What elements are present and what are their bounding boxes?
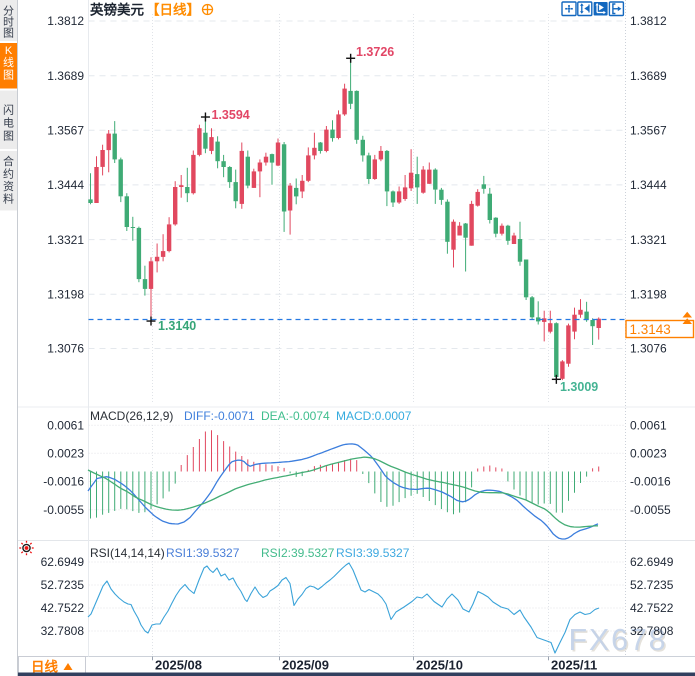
svg-text:1.3444: 1.3444	[630, 178, 667, 192]
svg-text:日线: 日线	[31, 659, 58, 675]
svg-text:2025/11: 2025/11	[551, 658, 597, 673]
svg-text:1.3140: 1.3140	[158, 319, 196, 333]
svg-text:0.0023: 0.0023	[630, 446, 667, 460]
svg-text:电: 电	[3, 117, 14, 130]
svg-text:RSI3:39.5327: RSI3:39.5327	[336, 546, 410, 560]
svg-text:1.3812: 1.3812	[47, 14, 84, 28]
svg-text:FX678: FX678	[569, 623, 668, 657]
svg-text:RSI(14,14,14): RSI(14,14,14)	[90, 546, 165, 560]
svg-text:1.3812: 1.3812	[630, 14, 667, 28]
svg-text:时: 时	[3, 16, 14, 29]
svg-text:1.3143: 1.3143	[630, 322, 671, 337]
svg-text:2025/10: 2025/10	[416, 658, 463, 673]
svg-text:42.7522: 42.7522	[41, 601, 85, 615]
svg-text:1.3076: 1.3076	[630, 342, 667, 356]
svg-text:闪: 闪	[3, 103, 14, 117]
svg-text:K: K	[5, 45, 13, 57]
svg-text:英镑美元: 英镑美元	[89, 2, 144, 18]
svg-text:1.3594: 1.3594	[212, 108, 250, 122]
svg-text:RSI1:39.5327: RSI1:39.5327	[166, 546, 240, 560]
svg-text:52.7235: 52.7235	[41, 578, 85, 592]
svg-text:-0.0016: -0.0016	[43, 475, 84, 489]
svg-text:32.7808: 32.7808	[630, 624, 674, 638]
svg-text:42.7522: 42.7522	[630, 601, 674, 615]
svg-text:资: 资	[3, 180, 14, 193]
svg-text:RSI2:39.5327: RSI2:39.5327	[261, 546, 335, 560]
svg-text:2025/08: 2025/08	[155, 658, 202, 673]
svg-text:MACD:0.0007: MACD:0.0007	[336, 409, 412, 423]
svg-text:DEA:-0.0074: DEA:-0.0074	[261, 409, 330, 423]
svg-text:2025/09: 2025/09	[282, 658, 329, 673]
svg-text:1.3567: 1.3567	[630, 124, 667, 138]
svg-text:-0.0016: -0.0016	[630, 475, 671, 489]
svg-text:1.3009: 1.3009	[560, 380, 598, 394]
svg-text:合: 合	[3, 154, 14, 168]
svg-text:【日线】: 【日线】	[146, 2, 200, 18]
svg-text:1.3198: 1.3198	[630, 287, 667, 301]
svg-text:0.0061: 0.0061	[47, 419, 84, 433]
svg-text:1.3321: 1.3321	[47, 233, 84, 247]
svg-text:-0.0055: -0.0055	[43, 503, 84, 517]
svg-text:1.3567: 1.3567	[47, 124, 84, 138]
svg-text:1.3076: 1.3076	[47, 342, 84, 356]
svg-text:1.3726: 1.3726	[356, 45, 394, 59]
svg-text:1.3198: 1.3198	[47, 287, 84, 301]
svg-text:1.3689: 1.3689	[47, 69, 84, 83]
svg-text:1.3444: 1.3444	[47, 178, 84, 192]
svg-text:MACD(26,12,9): MACD(26,12,9)	[90, 409, 173, 423]
svg-text:62.6949: 62.6949	[630, 555, 674, 569]
svg-text:62.6949: 62.6949	[41, 555, 85, 569]
svg-text:1.3321: 1.3321	[630, 233, 667, 247]
svg-text:FX678: FX678	[570, 625, 669, 659]
svg-text:图: 图	[3, 27, 14, 40]
svg-text:线: 线	[3, 55, 14, 69]
svg-text:图: 图	[3, 68, 14, 81]
svg-text:分: 分	[3, 5, 14, 18]
svg-text:DIFF:-0.0071: DIFF:-0.0071	[184, 409, 255, 423]
svg-text:约: 约	[3, 168, 14, 181]
svg-text:1.3689: 1.3689	[630, 69, 667, 83]
svg-text:52.7235: 52.7235	[630, 578, 674, 592]
svg-text:料: 料	[3, 192, 14, 206]
svg-text:图: 图	[3, 130, 14, 143]
svg-text:0.0061: 0.0061	[630, 419, 667, 433]
svg-text:32.7808: 32.7808	[41, 624, 85, 638]
svg-text:-0.0055: -0.0055	[630, 503, 671, 517]
svg-text:0.0023: 0.0023	[47, 446, 84, 460]
